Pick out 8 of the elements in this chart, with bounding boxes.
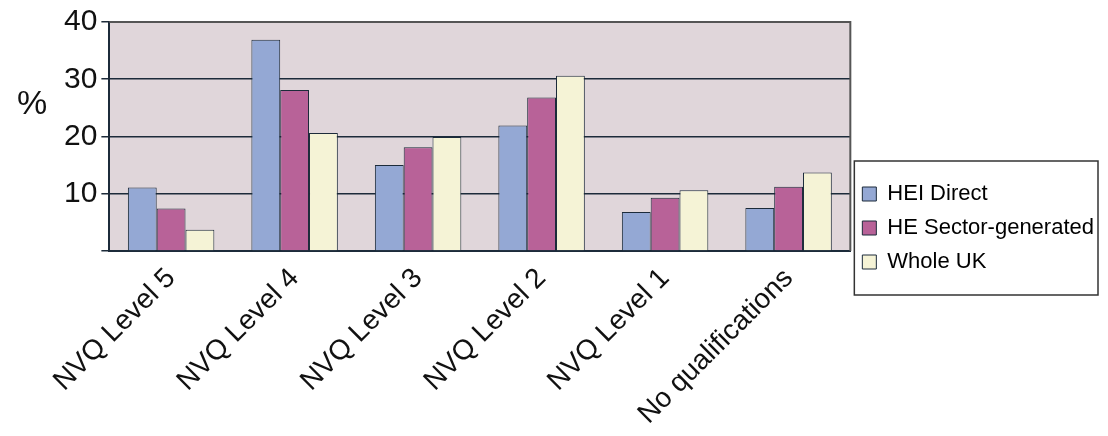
legend-label: HE Sector-generated bbox=[887, 214, 1094, 240]
y-tick-label: 40 bbox=[63, 3, 98, 37]
y-axis-title: % bbox=[16, 83, 48, 122]
y-tick-label: 10 bbox=[63, 174, 98, 208]
legend-label: Whole UK bbox=[887, 248, 987, 274]
y-tick-label: 30 bbox=[63, 60, 98, 94]
legend-label: HEI Direct bbox=[887, 180, 988, 206]
y-tick-label: 20 bbox=[63, 117, 98, 151]
